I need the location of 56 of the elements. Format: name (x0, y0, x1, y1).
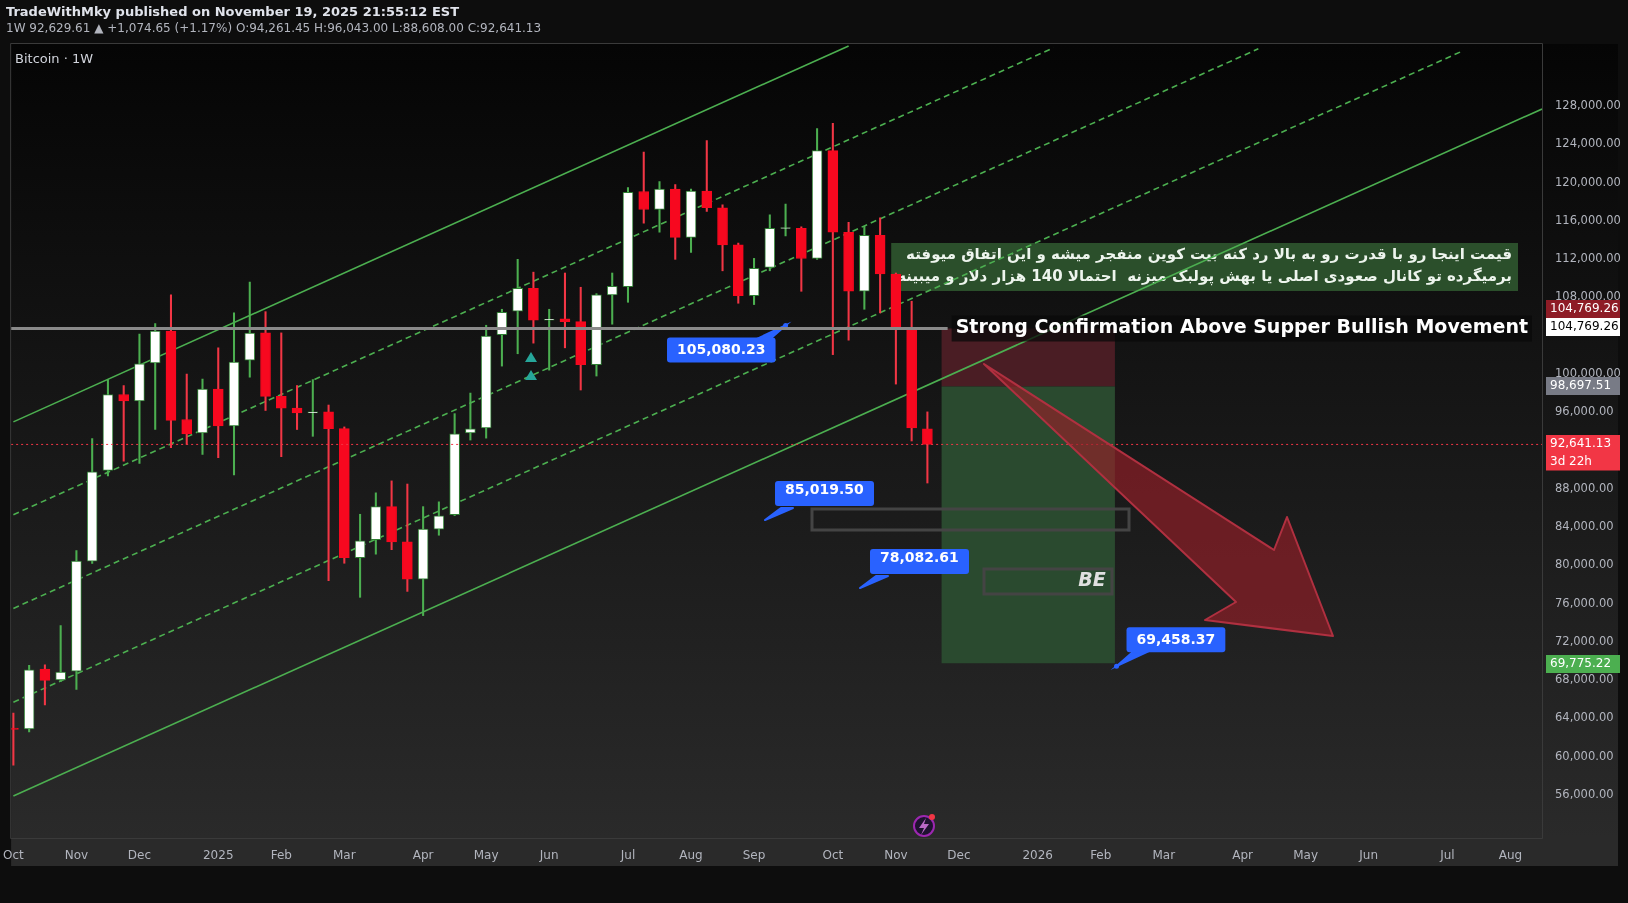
y-tick-label: 68,000.00 (1555, 672, 1614, 687)
y-tick-label: 64,000.00 (1555, 710, 1614, 725)
y-tick-label: 72,000.00 (1555, 633, 1614, 648)
y-tick-label: 112,000.00 (1555, 251, 1621, 266)
text: 104,769.26 (1550, 301, 1619, 316)
x-tick-label: Mar (333, 848, 356, 863)
annotation: 85,019.50 (775, 481, 874, 506)
chart-subtitle: 1W 92,629.61 ▲ +1,074.65 (+1.17%) O:94,261.45 H:96,043.00 L:88,608.00 C:92,641.13 (6, 21, 542, 35)
y-tick-label: 100,000.00 (1555, 366, 1621, 381)
x-tick-label: Jul (619, 848, 636, 863)
x-tick-label: Sep (742, 848, 766, 863)
annotation: 69,458.37 (1136, 630, 1216, 647)
annotation: 105,080.23 (676, 341, 766, 358)
x-tick-label: Aug (1498, 848, 1523, 863)
x-tick-label: Nov (884, 848, 908, 863)
text: 92,641.13 (1550, 436, 1612, 451)
x-tick-label: Feb (1090, 848, 1112, 863)
y-tick-label: 56,000.00 (1555, 786, 1614, 801)
x-tick-label: Jun (538, 848, 559, 863)
x-tick-label: Jun (1358, 848, 1379, 863)
x-tick-label: 2026 (1022, 848, 1053, 863)
x-tick-label: Jul (1439, 848, 1455, 863)
ref-line-label: 3d 22h (1550, 453, 1592, 468)
y-tick-label: 80,000.00 (1555, 557, 1614, 572)
x-tick-label: Apr (412, 848, 434, 863)
x-tick-label: Feb (270, 848, 292, 863)
x-tick-label: Oct (822, 848, 844, 863)
y-tick-label: 84,000.00 (1555, 519, 1614, 534)
y-tick-label: 120,000.00 (1555, 174, 1621, 189)
y-tick-label: 116,000.00 (1555, 212, 1621, 227)
ref-line-label: Strong Confirmation Above Supper Bullish Movement (955, 315, 1528, 338)
annotation: BE (1078, 567, 1106, 590)
x-tick-label: Dec (947, 848, 971, 863)
y-tick-label: 108,000.00 (1555, 289, 1621, 304)
y-tick-label: 96,000.00 (1555, 404, 1614, 419)
x-tick-label: Mar (1152, 848, 1176, 863)
x-tick-label: Oct (3, 848, 25, 863)
x-tick-label: Apr (1232, 848, 1254, 863)
y-tick-label: 76,000.00 (1555, 595, 1614, 610)
annotation: Bitcoin · 1W (15, 51, 94, 67)
text: 69,775.22 (1550, 656, 1612, 671)
x-tick-label: Dec (127, 848, 152, 863)
y-tick-label: 88,000.00 (1555, 480, 1614, 495)
text: 104,769.26 (1550, 319, 1619, 334)
x-tick-label: May (473, 848, 499, 863)
annotation: 78,082.61 (870, 549, 969, 574)
x-tick-label: May (1293, 848, 1319, 863)
y-tick-label: 124,000.00 (1555, 136, 1621, 151)
x-tick-label: Nov (64, 848, 89, 863)
x-tick-label: 2025 (202, 848, 234, 863)
y-tick-label: 128,000.00 (1555, 98, 1621, 113)
text: 98,697.51 (1550, 378, 1612, 393)
candlestick (307, 379, 319, 437)
chart-title: TradeWithMky published on November 19, 2025 21:55:12 EST (6, 4, 460, 19)
y-tick-label: 60,000.00 (1555, 748, 1614, 763)
x-tick-label: Aug (679, 848, 703, 863)
